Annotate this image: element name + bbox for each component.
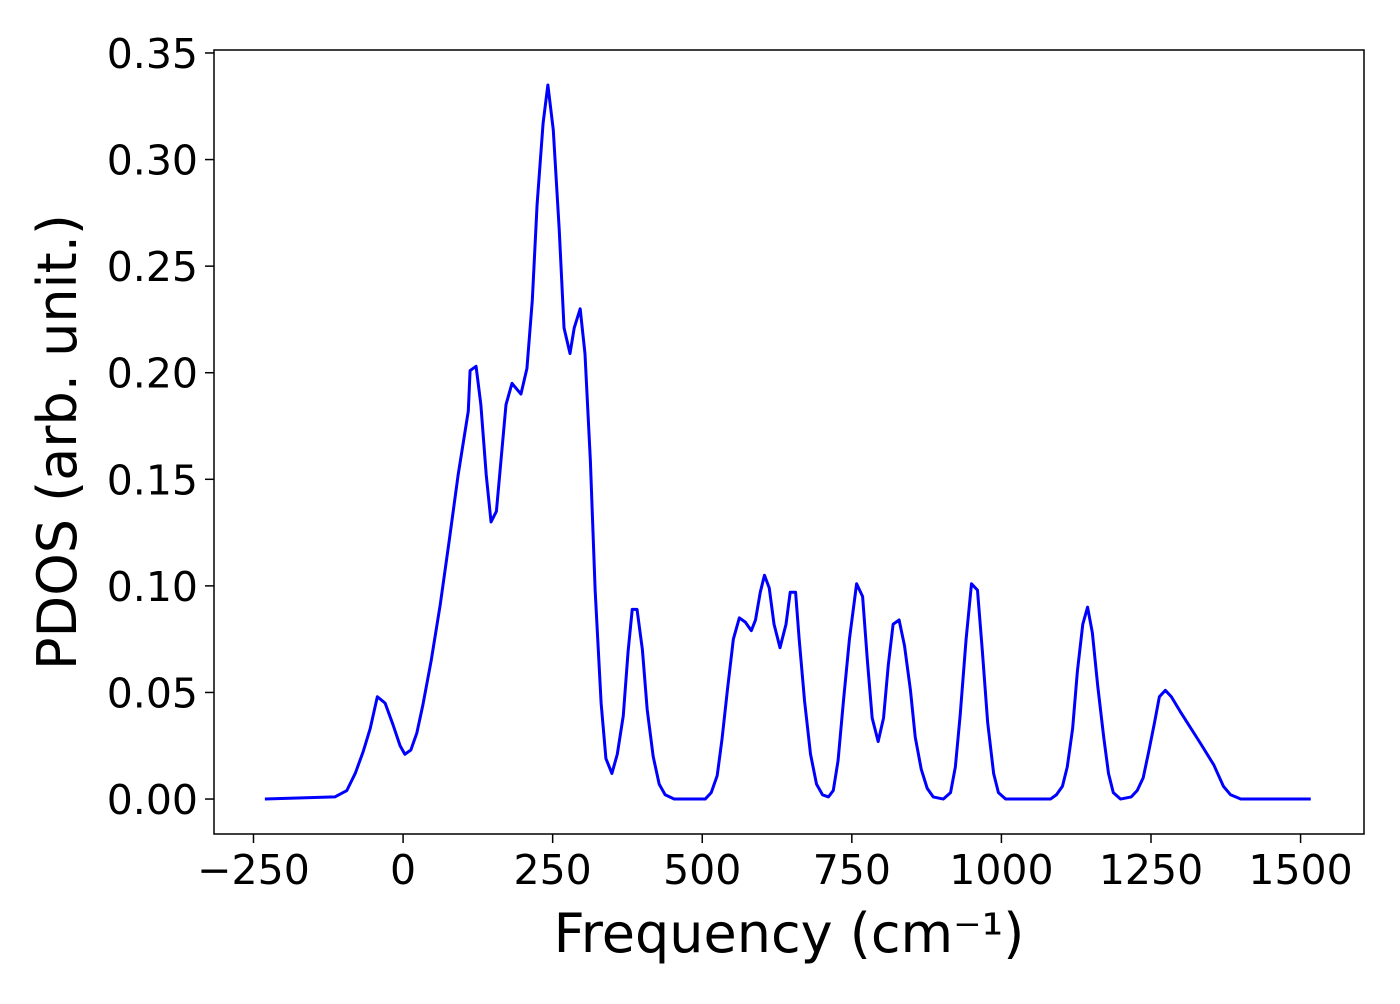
x-tick-label: 0 bbox=[390, 846, 416, 894]
y-tick-label: 0.00 bbox=[107, 776, 198, 824]
y-axis-label: PDOS (arb. unit.) bbox=[26, 214, 89, 670]
y-tick-label: 0.10 bbox=[107, 563, 198, 611]
y-tick-label: 0.30 bbox=[107, 137, 198, 185]
x-tick-label: 750 bbox=[813, 846, 891, 894]
plot-frame bbox=[213, 49, 1365, 835]
x-tick-label: 500 bbox=[663, 846, 741, 894]
x-tick-label: 250 bbox=[514, 846, 592, 894]
y-tick-label: 0.05 bbox=[107, 669, 198, 717]
x-tick-label: 1250 bbox=[1099, 846, 1203, 894]
y-tick-label: 0.20 bbox=[107, 350, 198, 398]
y-tick-label: 0.15 bbox=[107, 456, 198, 504]
x-tick-label: −250 bbox=[197, 846, 310, 894]
x-axis-label: Frequency (cm⁻¹) bbox=[554, 902, 1025, 965]
y-tick-label: 0.35 bbox=[107, 30, 198, 78]
y-tick-label: 0.25 bbox=[107, 243, 198, 291]
x-tick-label: 1000 bbox=[949, 846, 1053, 894]
x-tick-label: 1500 bbox=[1248, 846, 1352, 894]
pdos-line bbox=[264, 83, 1311, 801]
